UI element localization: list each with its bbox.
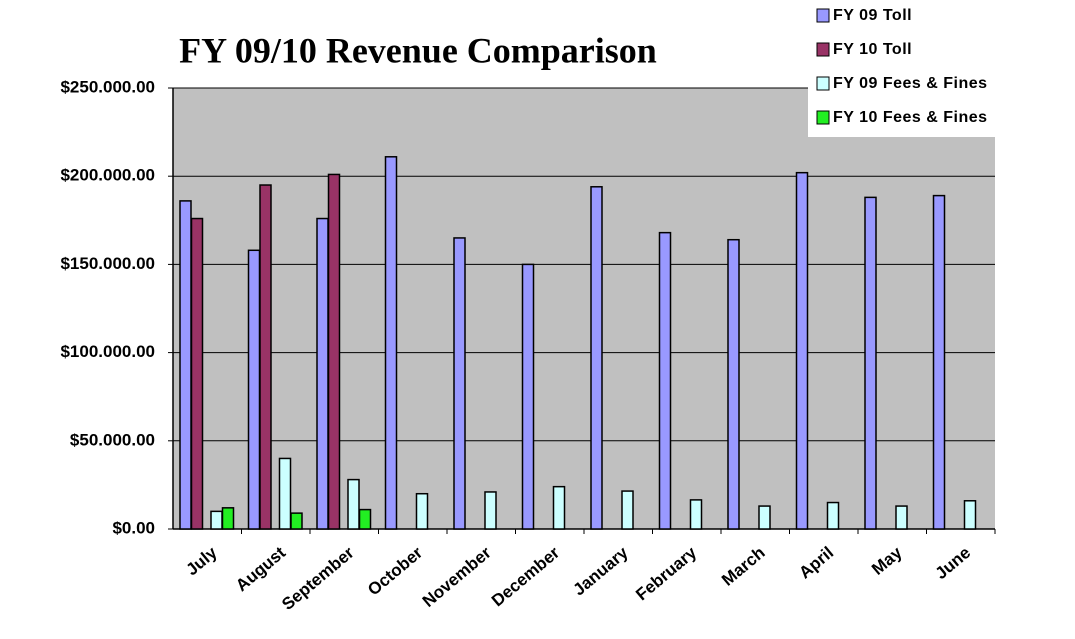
bar: [963, 500, 977, 530]
bar: [278, 457, 292, 530]
bar: [521, 263, 535, 530]
x-tick-label: May: [868, 543, 906, 579]
bar: [895, 505, 908, 530]
bar: [552, 485, 566, 530]
bar: [795, 171, 809, 530]
x-tick-label: January: [570, 543, 633, 600]
bar: [327, 173, 341, 530]
legend-swatch: [816, 8, 830, 23]
y-tick-label: $0.00: [112, 518, 155, 537]
x-tick-label: March: [718, 543, 769, 590]
bar: [864, 196, 877, 530]
plot-area: [173, 88, 995, 529]
bar: [484, 491, 497, 530]
bar: [658, 231, 672, 530]
x-tick-label: April: [795, 543, 837, 582]
legend-swatch: [816, 42, 830, 57]
x-tick-label: November: [419, 543, 495, 611]
legend-label: FY 09 Toll: [833, 7, 912, 24]
legend-label: FY 09 Fees & Fines: [833, 75, 988, 92]
bar: [316, 217, 329, 530]
bar: [247, 249, 261, 530]
bar: [384, 156, 398, 530]
legend-swatch: [816, 76, 830, 91]
x-tick-label: July: [182, 543, 221, 580]
y-tick-label: $50.000.00: [70, 430, 155, 449]
y-tick-label: $200.000.00: [60, 166, 155, 185]
legend-label: FY 10 Fees & Fines: [833, 109, 988, 126]
bar: [415, 492, 429, 530]
legend-swatch: [816, 110, 830, 125]
y-tick-label: $150.000.00: [60, 254, 155, 273]
bar: [932, 194, 946, 530]
bar: [190, 217, 204, 530]
y-tick-label: $100.000.00: [60, 342, 155, 361]
bar: [590, 186, 603, 530]
bar: [221, 507, 235, 530]
legend-box: [808, 0, 1075, 137]
bar: [453, 237, 466, 530]
x-tick-label: February: [632, 543, 700, 605]
bar: [727, 238, 740, 530]
x-tick-label: December: [488, 543, 563, 611]
bar: [179, 200, 192, 530]
chart-title: FY 09/10 Revenue Comparison: [179, 30, 657, 70]
bar: [358, 508, 372, 530]
y-tick-label: $250.000.00: [60, 77, 155, 96]
x-tick-label: June: [932, 543, 975, 583]
bar: [259, 184, 272, 530]
bar: [347, 478, 360, 530]
bar: [621, 490, 634, 530]
legend-label: FY 10 Toll: [833, 41, 912, 58]
bar: [290, 512, 303, 530]
bar: [689, 499, 703, 530]
x-tick-label: October: [364, 543, 426, 600]
bar: [826, 501, 840, 530]
x-tick-label: August: [232, 543, 289, 595]
bar: [758, 505, 771, 530]
x-tick-label: September: [278, 543, 358, 614]
bar: [210, 510, 223, 530]
